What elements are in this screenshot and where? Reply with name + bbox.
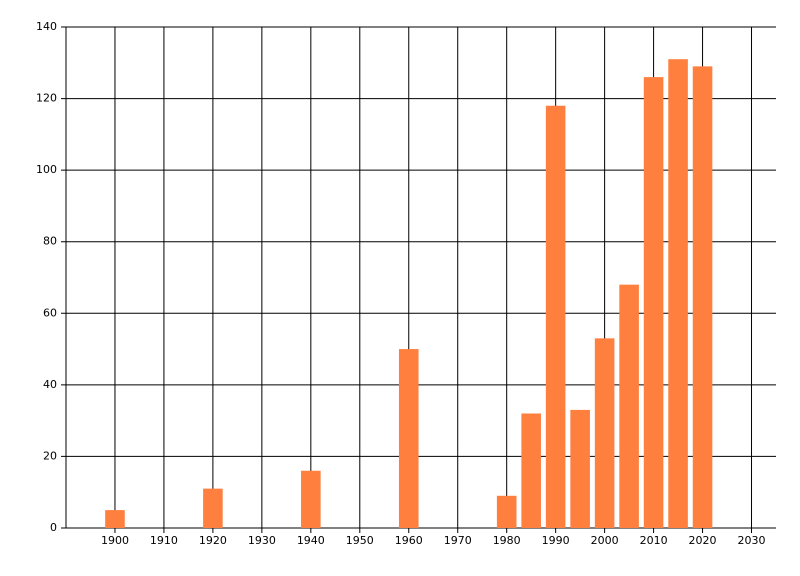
bar [643,77,664,528]
x-tick-label: 1970 [444,534,472,547]
x-tick-label: 2000 [591,534,619,547]
bar [692,66,713,528]
x-tick-label: 1930 [248,534,276,547]
y-tick-label: 20 [43,449,57,462]
x-tick-label: 1900 [101,534,129,547]
x-tick-label: 1950 [346,534,374,547]
y-tick-label: 80 [43,235,57,248]
x-tick-label: 2030 [738,534,766,547]
x-tick-label: 1920 [199,534,227,547]
x-tick-label: 1980 [493,534,521,547]
y-tick-label: 60 [43,306,57,319]
bar [301,470,321,528]
x-tick-label: 2020 [689,534,717,547]
y-tick-label: 100 [36,163,57,176]
y-tick-label: 0 [50,521,57,534]
x-tick-label: 1910 [150,534,178,547]
bar [203,488,223,528]
bar [594,338,615,528]
x-tick-label: 2010 [640,534,668,547]
bar [521,413,541,528]
y-tick-label: 40 [43,378,57,391]
bar [668,59,688,528]
x-tick-label: 1990 [542,534,570,547]
bar [570,409,590,528]
bar [105,510,125,528]
bar [619,284,639,528]
y-tick-label: 120 [36,92,57,105]
bar [496,495,517,528]
bar [545,105,566,528]
bar [398,349,419,528]
x-tick-label: 1940 [297,534,325,547]
y-tick-label: 140 [36,20,57,33]
x-tick-label: 1960 [395,534,423,547]
